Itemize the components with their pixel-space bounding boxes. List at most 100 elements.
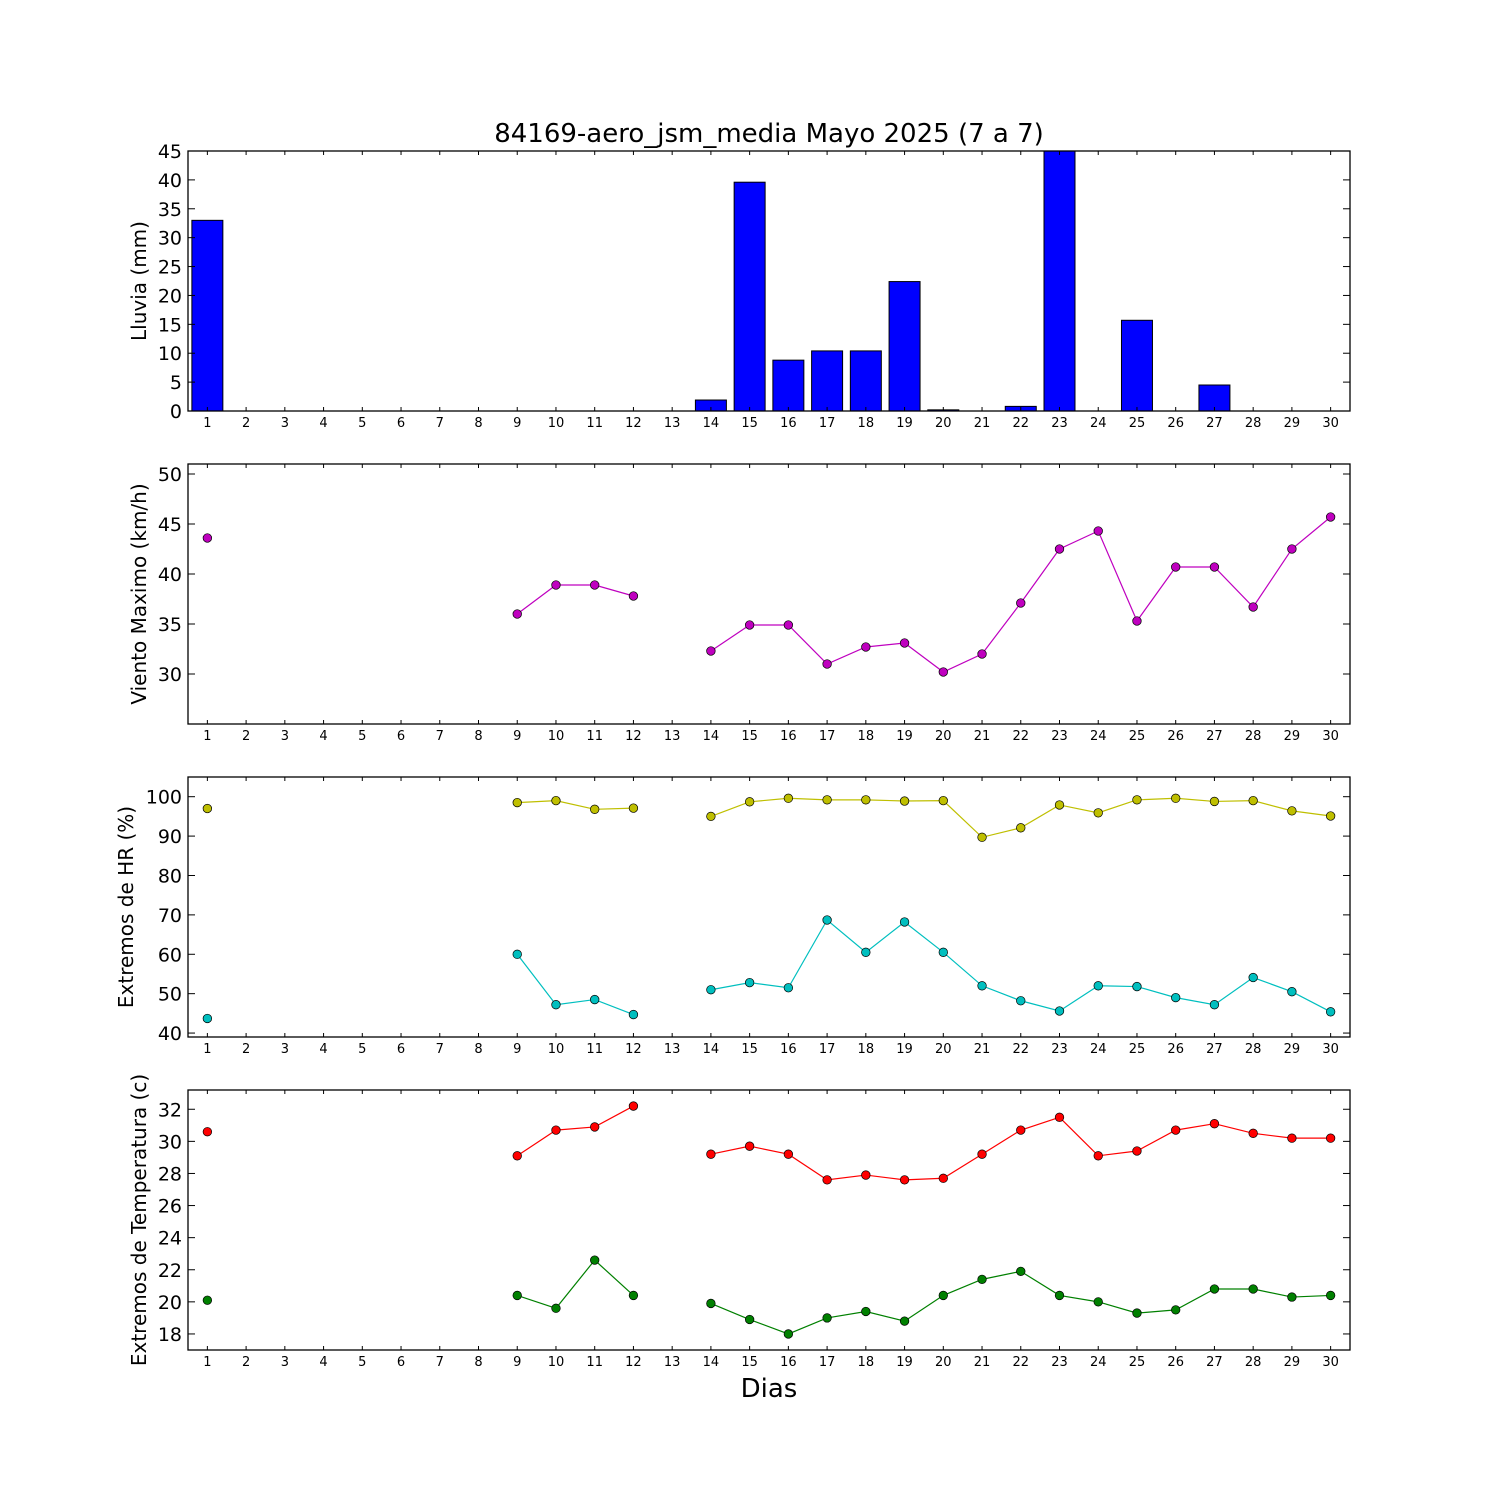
series-1-point-day-25 [1132,795,1142,805]
x-tick-label: 6 [397,416,405,431]
series-1-line [516,584,634,615]
series-1-point-day-1 [202,533,213,543]
series-1-point-day-23 [1054,544,1065,554]
x-tick-label: 28 [1245,1042,1262,1057]
x-tick-label: 27 [1206,1042,1223,1057]
series-2-point-day-27 [1209,1000,1220,1010]
series-1-point-day-9 [512,609,522,619]
series-2-point-day-28 [1248,972,1258,983]
x-tick-label: 6 [397,729,405,744]
x-tick-label: 20 [935,416,952,431]
series-2-point-day-28 [1248,1284,1258,1294]
series-2-point-day-19 [899,917,910,927]
series-1-point-day-22 [1016,598,1026,608]
x-tick-label: 26 [1167,1042,1184,1057]
x-tick-label: 13 [664,729,681,744]
x-tick-label: 27 [1206,729,1223,744]
x-tick-label: 29 [1284,729,1301,744]
bar-day-25 [1120,319,1153,411]
x-tick-label: 20 [935,1355,952,1370]
y-tick-label: 10 [158,343,182,365]
series-2-point-day-1 [202,1295,213,1305]
y-tick-label: 0 [170,401,182,423]
x-tick-label: 9 [513,416,521,431]
series-1-point-day-21 [977,1149,987,1159]
x-tick-label: 12 [625,1355,642,1370]
x-tick-label: 15 [741,1042,758,1057]
series-2-point-day-11 [590,1255,600,1265]
series-1-line [710,516,1332,673]
x-tick-label: 14 [703,1042,720,1057]
series-2-point-day-21 [977,1274,987,1285]
series-1-point-day-20 [938,667,948,677]
x-tick-label: 24 [1090,729,1107,744]
x-tick-label: 21 [974,1355,991,1370]
x-tick-label: 17 [819,1042,836,1057]
series-2-point-day-10 [551,1000,561,1010]
x-tick-label: 5 [358,416,366,431]
x-tick-label: 16 [780,729,797,744]
series-1-point-day-12 [628,591,639,601]
series-1-point-day-28 [1248,795,1258,806]
series-1-point-day-26 [1171,1125,1181,1135]
y-tick-label: 90 [158,826,182,848]
x-tick-label: 11 [586,729,603,744]
y-axis-label: Extremos de Temperatura (c) [127,1074,151,1366]
series-1-point-day-25 [1132,616,1142,626]
x-tick-label: 28 [1245,416,1262,431]
x-tick-label: 19 [896,416,913,431]
x-tick-label: 5 [358,729,366,744]
series-1-point-day-23 [1054,1112,1065,1122]
x-tick-label: 1 [203,729,211,744]
series-2-point-day-12 [628,1009,639,1020]
series-1-point-day-23 [1054,800,1065,810]
x-tick-label: 26 [1167,729,1184,744]
series-1-point-day-11 [590,1122,600,1132]
x-tick-label: 18 [858,1042,875,1057]
bar-day-16 [772,359,805,411]
series-1-point-day-30 [1325,1133,1336,1143]
x-tick-label: 30 [1322,1355,1339,1370]
series-1-point-day-17 [822,659,832,669]
x-tick-label: 29 [1284,416,1301,431]
series-2-point-day-26 [1171,992,1181,1003]
x-tick-label: 28 [1245,729,1262,744]
x-tick-label: 22 [1012,1042,1029,1057]
x-tick-label: 13 [664,1042,681,1057]
x-tick-label: 3 [281,416,289,431]
y-tick-label: 20 [158,285,182,307]
series-1-point-day-24 [1093,526,1103,536]
panel-frame [187,463,1351,725]
series-2-point-day-18 [861,1306,871,1317]
y-tick-label: 20 [158,1292,182,1314]
x-tick-label: 2 [242,1355,250,1370]
x-tick-label: 11 [586,416,603,431]
bar-day-1 [191,219,224,411]
bar-day-19 [888,281,921,411]
series-1-point-day-25 [1132,1146,1142,1156]
y-tick-label: 25 [158,257,182,279]
series-2-point-day-22 [1016,1266,1026,1277]
x-tick-label: 4 [319,416,327,431]
y-tick-label: 60 [158,944,182,966]
series-1-point-day-15 [744,797,755,807]
x-tick-label: 23 [1051,1042,1068,1057]
series-2-point-day-25 [1132,1308,1142,1318]
x-tick-label: 14 [703,1355,720,1370]
x-tick-label: 2 [242,1042,250,1057]
x-tick-label: 8 [474,1042,482,1057]
series-2-point-day-24 [1093,1297,1103,1307]
series-1-point-day-17 [822,795,832,805]
series-2-point-day-30 [1325,1290,1336,1301]
panel-3-data [202,793,1336,1024]
series-1-point-day-21 [977,649,987,659]
series-2-point-day-11 [590,994,600,1005]
y-tick-label: 45 [158,514,182,536]
series-1-point-day-24 [1093,808,1103,818]
series-2-point-day-27 [1209,1284,1220,1294]
x-tick-label: 9 [513,1042,521,1057]
x-tick-label: 1 [203,416,211,431]
series-2-point-day-29 [1287,987,1297,997]
y-tick-label: 5 [170,372,182,394]
